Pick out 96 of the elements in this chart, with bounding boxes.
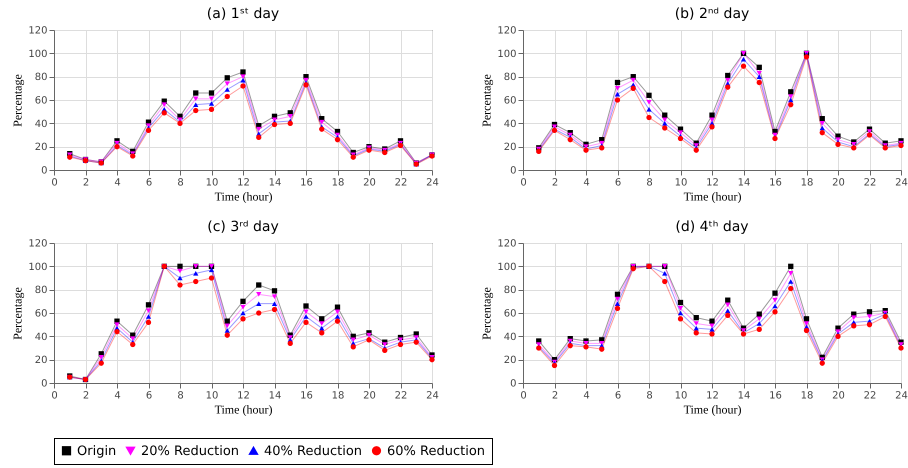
chart-title: (c) 3ʳᵈ day	[207, 219, 279, 235]
y-axis-title: Percentage	[479, 74, 494, 127]
x-axis-title: Time (hour)	[684, 190, 742, 204]
x-tick-label: 0	[51, 390, 58, 402]
y-tick-label: 80	[34, 285, 48, 296]
y-tick-label: 0	[41, 378, 48, 390]
x-tick-label: 8	[646, 178, 653, 188]
x-tick-label: 20	[363, 178, 376, 188]
x-tick-label: 16	[300, 178, 313, 188]
x-tick-label: 20	[832, 178, 845, 188]
x-tick-label: 14	[738, 178, 750, 188]
x-tick-label: 22	[864, 178, 876, 188]
x-tick-label: 8	[177, 178, 184, 188]
x-tick-label: 8	[177, 390, 184, 402]
x-tick-label: 10	[206, 390, 218, 402]
x-tick-label: 18	[800, 390, 814, 402]
x-tick-label: 10	[206, 178, 218, 188]
x-tick-label: 2	[552, 178, 558, 188]
legend-label: 20% Reduction	[141, 444, 240, 459]
x-tick-label: 2	[552, 390, 558, 402]
x-tick-label: 12	[706, 178, 719, 188]
y-tick-label: 20	[34, 355, 48, 366]
x-tick-label: 4	[114, 390, 121, 402]
y-tick-label: 0	[41, 166, 48, 176]
x-tick-label: 2	[82, 390, 90, 402]
chart-title: (d) 4ᵗʰ day	[675, 219, 749, 235]
chart-title: (b) 2ⁿᵈ day	[674, 6, 750, 22]
x-tick-label: 10	[674, 390, 688, 402]
y-tick-label: 120	[28, 238, 48, 250]
legend-label: 60% Reduction	[387, 444, 486, 459]
x-tick-label: 20	[832, 390, 845, 402]
y-tick-label: 40	[504, 118, 516, 130]
y-axis-title: Percentage	[479, 287, 494, 340]
x-tick-label: 2	[82, 178, 90, 188]
x-tick-label: 18	[332, 178, 344, 188]
y-tick-label: 100	[28, 262, 48, 273]
x-tick-label: 10	[674, 178, 688, 188]
x-tick-label: 0	[51, 178, 58, 188]
x-tick-label: 12	[706, 390, 719, 402]
x-tick-label: 4	[583, 178, 590, 188]
y-tick-label: 20	[504, 142, 516, 154]
x-axis-title: Time (hour)	[684, 402, 742, 416]
y-tick-label: 120	[497, 26, 516, 36]
y-tick-label: 100	[28, 48, 48, 60]
x-tick-label: 6	[614, 390, 622, 402]
chart-title: (a) 1ˢᵗ day	[206, 6, 280, 22]
x-tick-label: 24	[426, 178, 439, 188]
x-tick-label: 6	[614, 178, 622, 188]
x-tick-label: 16	[300, 390, 313, 402]
y-tick-label: 120	[497, 238, 516, 250]
legend-label: Origin	[77, 444, 116, 459]
x-tick-label: 14	[268, 178, 282, 188]
x-tick-label: 12	[237, 390, 250, 402]
x-tick-label: 0	[520, 390, 527, 402]
x-axis-title: Time (hour)	[214, 402, 272, 416]
y-tick-label: 40	[34, 332, 48, 343]
y-tick-label: 20	[34, 142, 48, 154]
x-tick-label: 16	[769, 178, 782, 188]
y-tick-label: 80	[34, 72, 48, 84]
y-tick-label: 60	[504, 96, 516, 106]
y-tick-label: 40	[504, 332, 516, 343]
y-tick-label: 100	[497, 262, 516, 273]
x-tick-label: 12	[237, 178, 250, 188]
x-tick-label: 22	[394, 390, 408, 402]
x-tick-label: 16	[769, 390, 782, 402]
x-tick-label: 4	[583, 390, 590, 402]
x-tick-label: 22	[864, 390, 876, 402]
x-tick-label: 14	[268, 390, 282, 402]
y-axis-title: Percentage	[10, 74, 24, 127]
x-tick-label: 24	[895, 390, 908, 402]
x-tick-label: 14	[738, 390, 750, 402]
y-tick-label: 20	[504, 355, 516, 366]
x-tick-label: 0	[520, 178, 527, 188]
y-tick-label: 120	[28, 26, 48, 36]
x-tick-label: 6	[146, 178, 152, 188]
x-tick-label: 6	[146, 390, 152, 402]
y-tick-label: 0	[510, 166, 516, 176]
y-tick-label: 60	[34, 308, 48, 320]
x-tick-label: 22	[394, 178, 408, 188]
x-tick-label: 18	[332, 390, 344, 402]
x-tick-label: 4	[114, 178, 121, 188]
y-tick-label: 40	[34, 118, 48, 130]
x-tick-label: 24	[895, 178, 908, 188]
y-tick-label: 60	[504, 308, 516, 320]
x-axis-title: Time (hour)	[214, 190, 272, 204]
y-tick-label: 0	[510, 378, 516, 390]
x-tick-label: 24	[426, 390, 439, 402]
y-tick-label: 80	[504, 285, 516, 296]
y-tick-label: 80	[504, 72, 516, 84]
y-axis-title: Percentage	[10, 287, 24, 340]
legend-label: 40% Reduction	[264, 444, 362, 459]
y-tick-label: 100	[497, 48, 516, 60]
x-tick-label: 18	[800, 178, 814, 188]
x-tick-label: 20	[363, 390, 376, 402]
x-tick-label: 8	[646, 390, 653, 402]
y-tick-label: 60	[34, 96, 48, 106]
